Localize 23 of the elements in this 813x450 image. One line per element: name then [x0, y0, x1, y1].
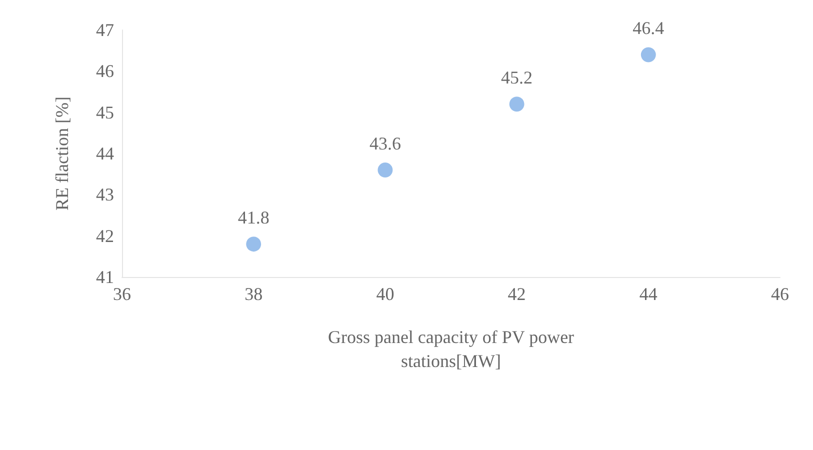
y-tick-label: 43 — [96, 184, 114, 205]
y-axis-title: RE flaction [%] — [52, 96, 72, 210]
point — [246, 236, 262, 252]
x-tick-label: 36 — [113, 284, 131, 304]
x-axis-title: Gross panel capacity of PV power stations[MW] — [328, 327, 574, 371]
point — [378, 162, 393, 178]
y-tick-label: 45 — [96, 102, 114, 122]
x-tick-label: 42 — [508, 284, 526, 304]
x-tick-label: 46 — [771, 284, 789, 304]
y-tick-label: 42 — [96, 226, 114, 246]
point — [640, 47, 656, 62]
y-tick-label: 44 — [96, 144, 114, 164]
x-tick-label: 38 — [244, 284, 263, 304]
data-label: 46.4 — [632, 18, 664, 38]
data-label: 41.8 — [238, 208, 270, 228]
y-tick-label: 41 — [96, 267, 114, 287]
x-tick-label: 44 — [639, 284, 658, 304]
y-tick-label: 46 — [96, 61, 114, 82]
data-label: 43.6 — [369, 133, 401, 154]
y-tick-label: 47 — [96, 20, 114, 40]
point — [509, 96, 524, 112]
data-label: 45.2 — [501, 68, 533, 88]
x-tick-label: 40 — [376, 284, 394, 304]
